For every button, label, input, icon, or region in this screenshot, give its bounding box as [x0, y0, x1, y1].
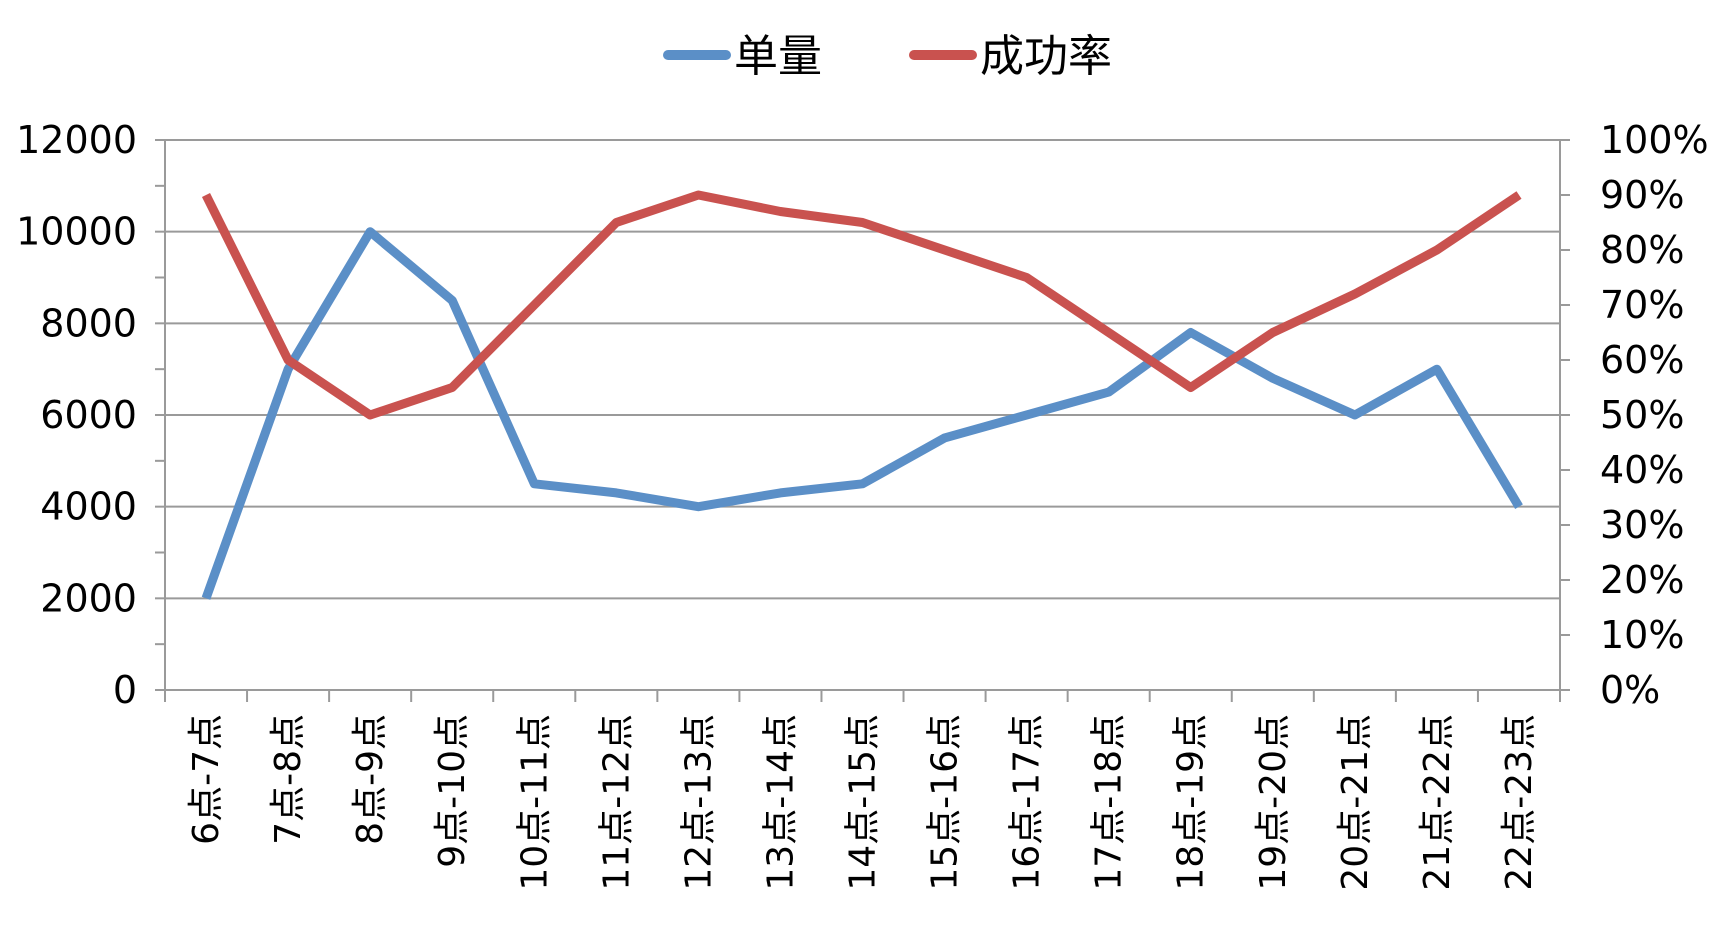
- y-right-tick-label: 70%: [1600, 283, 1684, 327]
- x-tick-label: 16点-17点: [1007, 714, 1048, 891]
- x-tick-label: 7点-8点: [268, 714, 309, 845]
- y-right-tick-label: 0%: [1600, 668, 1660, 712]
- y-left-tick-label: 4000: [40, 485, 137, 529]
- x-tick-label: 22点-23点: [1499, 714, 1540, 891]
- y-right-tick-label: 10%: [1600, 613, 1684, 657]
- x-tick-label: 21点-22点: [1417, 714, 1458, 891]
- y-right-tick-label: 60%: [1600, 338, 1684, 382]
- x-tick-label: 17点-18点: [1089, 714, 1130, 891]
- x-tick-label: 12点-13点: [678, 714, 719, 891]
- y-right-tick-label: 40%: [1600, 448, 1684, 492]
- x-tick-label: 20点-21点: [1335, 714, 1376, 891]
- y-left-tick-label: 6000: [40, 393, 137, 437]
- y-left-tick-label: 10000: [16, 210, 137, 254]
- x-tick-label: 13点-14点: [760, 714, 801, 891]
- x-tick-label: 10点-11点: [514, 714, 555, 891]
- y-left-tick-label: 8000: [40, 301, 137, 345]
- x-tick-label: 14点-15点: [843, 714, 884, 891]
- y-right-tick-label: 20%: [1600, 558, 1684, 602]
- y-left-tick-label: 12000: [16, 118, 137, 162]
- x-tick-label: 9点-10点: [432, 714, 473, 868]
- series-line-success-rate: [201, 190, 1522, 420]
- legend-label: 单量: [734, 31, 822, 82]
- y-right-tick-label: 30%: [1600, 503, 1684, 547]
- legend-label: 成功率: [980, 31, 1112, 82]
- y-left-tick-label: 0: [113, 668, 137, 712]
- y-left-tick-label: 2000: [40, 576, 137, 620]
- y-right-tick-label: 50%: [1600, 393, 1684, 437]
- x-tick-label: 6点-7点: [186, 714, 227, 845]
- x-tick-label: 18点-19点: [1171, 714, 1212, 891]
- x-tick-label: 15点-16点: [925, 714, 966, 891]
- y-right-tick-label: 80%: [1600, 228, 1684, 272]
- x-tick-label: 19点-20点: [1253, 714, 1294, 891]
- y-right-tick-label: 90%: [1600, 173, 1684, 217]
- x-tick-label: 11点-12点: [596, 714, 637, 891]
- y-right-tick-label: 100%: [1600, 118, 1709, 162]
- x-tick-label: 8点-9点: [350, 714, 391, 845]
